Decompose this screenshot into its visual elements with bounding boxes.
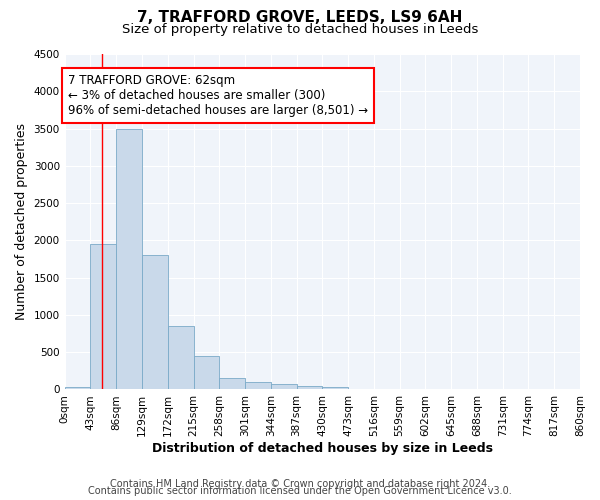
- Bar: [91, 244, 116, 390]
- Text: Size of property relative to detached houses in Leeds: Size of property relative to detached ho…: [122, 22, 478, 36]
- Bar: [65, 387, 91, 390]
- Bar: [245, 382, 271, 390]
- Bar: [296, 386, 322, 390]
- Bar: [116, 128, 142, 390]
- Bar: [168, 326, 193, 390]
- Bar: [142, 256, 168, 390]
- Bar: [322, 387, 348, 390]
- Bar: [219, 378, 245, 390]
- Text: Contains public sector information licensed under the Open Government Licence v3: Contains public sector information licen…: [88, 486, 512, 496]
- Bar: [271, 384, 296, 390]
- Text: 7, TRAFFORD GROVE, LEEDS, LS9 6AH: 7, TRAFFORD GROVE, LEEDS, LS9 6AH: [137, 10, 463, 25]
- Text: 7 TRAFFORD GROVE: 62sqm
← 3% of detached houses are smaller (300)
96% of semi-de: 7 TRAFFORD GROVE: 62sqm ← 3% of detached…: [68, 74, 368, 117]
- Y-axis label: Number of detached properties: Number of detached properties: [15, 123, 28, 320]
- Bar: [193, 356, 219, 390]
- X-axis label: Distribution of detached houses by size in Leeds: Distribution of detached houses by size …: [152, 442, 493, 455]
- Text: Contains HM Land Registry data © Crown copyright and database right 2024.: Contains HM Land Registry data © Crown c…: [110, 479, 490, 489]
